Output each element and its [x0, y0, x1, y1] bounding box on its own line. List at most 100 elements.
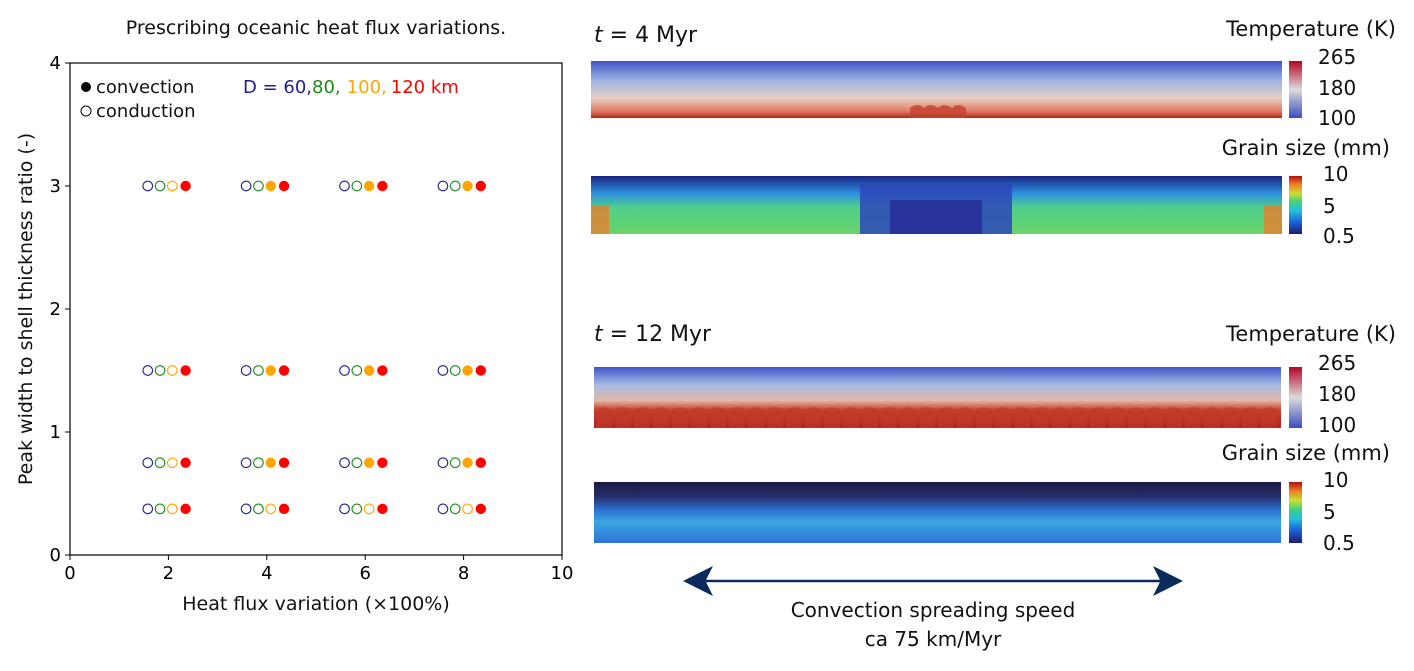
- grain-tick-05-t4: 0.5: [1323, 224, 1355, 248]
- thickness-prefix: D =: [243, 77, 283, 98]
- thickness-60: 60,: [283, 77, 312, 98]
- data-point-D120: [377, 457, 388, 468]
- time-value-t4: = 4 Myr: [609, 23, 698, 48]
- convection-plume: [1147, 407, 1163, 428]
- convection-plume: [653, 407, 669, 428]
- data-point-D60: [142, 180, 154, 192]
- data-point-D60: [339, 180, 350, 192]
- data-point-D100: [166, 503, 178, 515]
- data-point-D100: [166, 457, 178, 469]
- scatter-points: [142, 180, 487, 515]
- data-point-D80: [449, 365, 461, 376]
- data-point-D60: [437, 180, 449, 192]
- legend-open-marker: [80, 105, 92, 117]
- data-point-D60: [437, 457, 449, 469]
- convection-plume: [615, 407, 631, 428]
- data-point-D120: [278, 503, 290, 515]
- convection-plume: [976, 407, 992, 428]
- data-point-D100: [363, 503, 375, 515]
- spreading-annotation: Convection spreading speed ca 75 km/Myr: [700, 596, 1166, 654]
- data-point-D100: [462, 457, 473, 468]
- x-axis-ticks: 0 2 4 6 8 10: [64, 555, 573, 584]
- grain-tick-05-t12: 0.5: [1323, 531, 1355, 555]
- data-point-D60: [339, 503, 350, 515]
- spreading-line-2: ca 75 km/Myr: [864, 627, 1002, 651]
- data-point-D60: [142, 365, 154, 376]
- data-point-D120: [475, 503, 487, 515]
- legend-convection-label: convection: [96, 77, 194, 98]
- data-point-D80: [449, 503, 461, 515]
- data-point-D80: [351, 180, 363, 192]
- data-point-D120: [180, 180, 191, 192]
- data-point-D100: [265, 503, 277, 515]
- data-point-D80: [253, 457, 264, 469]
- convection-plume: [938, 407, 954, 428]
- thickness-120: 120 km: [391, 77, 459, 98]
- grain-tick-10-t12: 10: [1323, 468, 1349, 492]
- convection-plume: [957, 407, 973, 428]
- y-axis-ticks: 0 1 2 3 4: [50, 53, 70, 566]
- data-point-D80: [154, 180, 166, 192]
- data-point-D120: [475, 457, 487, 468]
- data-point-D100: [166, 365, 178, 376]
- temp-tick-180-t12: 180: [1318, 382, 1357, 406]
- convection-plume: [634, 407, 650, 428]
- data-point-D80: [253, 503, 264, 515]
- grain-tick-5-t4: 5: [1323, 194, 1336, 218]
- data-point-D80: [154, 503, 166, 515]
- temperature-title-t12: Temperature (K): [1226, 322, 1396, 346]
- data-point-D80: [449, 457, 461, 469]
- time-symbol: t: [594, 23, 603, 48]
- convection-plume: [824, 407, 840, 428]
- data-point-D120: [475, 365, 487, 376]
- temp-tick-100-t12: 100: [1318, 413, 1357, 437]
- data-point-D80: [154, 365, 166, 376]
- data-point-D120: [180, 365, 191, 376]
- data-point-D80: [351, 503, 363, 515]
- data-point-D60: [437, 365, 449, 376]
- data-point-D60: [142, 503, 154, 515]
- data-point-D120: [278, 365, 290, 376]
- convection-plume: [1109, 407, 1125, 428]
- y-tick-label: 2: [50, 299, 61, 320]
- x-axis-label: Heat flux variation (×100%): [182, 593, 450, 615]
- data-point-D80: [253, 180, 264, 192]
- data-point-D100: [363, 180, 375, 192]
- temp-tick-265-t4: 265: [1318, 45, 1357, 69]
- data-point-D100: [265, 457, 276, 468]
- convection-plume: [691, 407, 707, 428]
- chart-title: Prescribing oceanic heat flux variations…: [126, 17, 506, 39]
- data-point-D100: [166, 180, 178, 192]
- data-point-D80: [351, 365, 363, 376]
- data-point-D100: [462, 365, 473, 376]
- data-point-D60: [240, 457, 252, 469]
- data-point-D100: [265, 180, 276, 192]
- temperature-colorbar-t12: [1289, 367, 1302, 428]
- temp-tick-180-t4: 180: [1318, 76, 1357, 100]
- convection-plume: [1223, 407, 1239, 428]
- convection-plume: [1052, 407, 1068, 428]
- temperature-field-t4: [591, 61, 1282, 118]
- data-point-D120: [278, 180, 290, 192]
- x-tick-label: 2: [163, 563, 174, 584]
- x-tick-label: 8: [458, 563, 469, 584]
- convection-plume: [843, 407, 859, 428]
- thickness-legend: D = 60,80, 100, 120 km: [243, 77, 459, 98]
- convection-plume: [1071, 407, 1087, 428]
- data-point-D60: [142, 457, 154, 469]
- thickness-100: 100,: [347, 77, 387, 98]
- data-point-D100: [363, 457, 375, 468]
- convection-plume: [1033, 407, 1049, 428]
- data-point-D60: [240, 503, 252, 515]
- data-point-D100: [363, 365, 375, 376]
- y-tick-label: 4: [50, 53, 61, 74]
- convection-plume: [1242, 407, 1258, 428]
- legend-filled-marker: [81, 82, 91, 92]
- x-tick-label: 6: [359, 563, 370, 584]
- spreading-line-1: Convection spreading speed: [790, 598, 1076, 622]
- time-value-t12: = 12 Myr: [609, 322, 712, 347]
- data-point-D120: [180, 457, 191, 468]
- plot-area: [69, 62, 563, 556]
- data-point-D60: [240, 365, 252, 376]
